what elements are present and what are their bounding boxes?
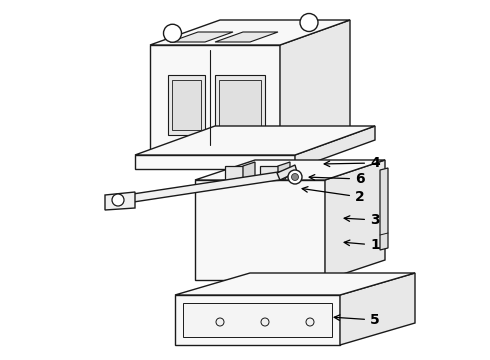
Polygon shape: [280, 20, 350, 155]
Text: 2: 2: [302, 186, 365, 204]
Polygon shape: [195, 180, 325, 280]
Polygon shape: [243, 162, 255, 180]
Polygon shape: [105, 192, 135, 210]
Polygon shape: [295, 126, 375, 169]
Polygon shape: [260, 166, 278, 180]
Text: 5: 5: [334, 313, 380, 327]
Polygon shape: [170, 32, 233, 42]
Polygon shape: [225, 166, 243, 180]
Polygon shape: [215, 75, 265, 135]
Polygon shape: [277, 165, 297, 180]
Circle shape: [112, 194, 124, 206]
Polygon shape: [219, 80, 261, 130]
Text: 3: 3: [344, 213, 380, 227]
Polygon shape: [215, 32, 278, 42]
Polygon shape: [150, 45, 280, 155]
Text: 4: 4: [324, 156, 380, 170]
Polygon shape: [325, 160, 385, 280]
Polygon shape: [380, 168, 388, 250]
Polygon shape: [168, 75, 205, 135]
Circle shape: [164, 24, 181, 42]
Polygon shape: [183, 303, 332, 337]
Polygon shape: [175, 273, 415, 295]
Circle shape: [292, 174, 298, 180]
Polygon shape: [340, 273, 415, 345]
Polygon shape: [135, 155, 295, 169]
Circle shape: [261, 318, 269, 326]
Polygon shape: [120, 171, 286, 204]
Text: 6: 6: [309, 172, 365, 186]
Text: 1: 1: [344, 238, 380, 252]
Polygon shape: [195, 160, 385, 180]
Polygon shape: [135, 126, 375, 155]
Circle shape: [216, 318, 224, 326]
Polygon shape: [172, 80, 201, 130]
Circle shape: [288, 170, 302, 184]
Polygon shape: [150, 20, 350, 45]
Circle shape: [300, 14, 318, 32]
Polygon shape: [278, 162, 290, 180]
Polygon shape: [175, 295, 340, 345]
Circle shape: [306, 318, 314, 326]
